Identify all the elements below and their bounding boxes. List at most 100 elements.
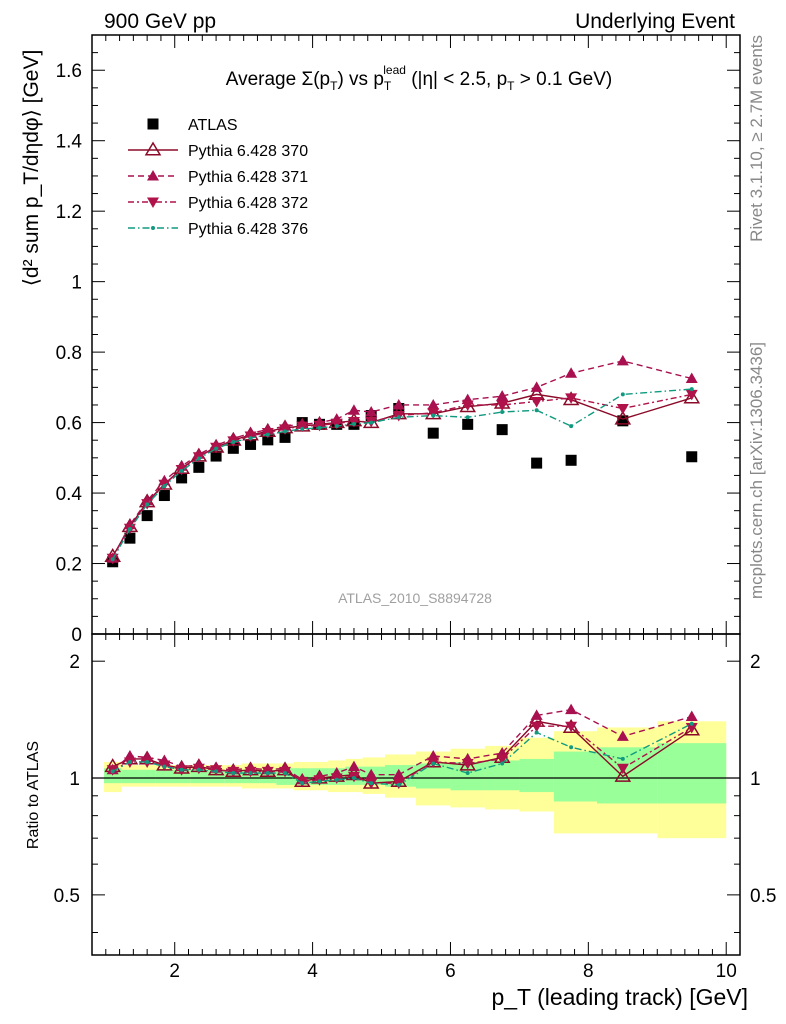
- ratio-point-p376: [265, 771, 270, 776]
- ratio-point-p372: [616, 763, 629, 775]
- y-tick-label-main: 0.4: [56, 484, 83, 505]
- data-point-data: [496, 424, 508, 436]
- data-point-data: [686, 451, 698, 463]
- data-point-p371: [616, 354, 629, 366]
- data-point-p371: [427, 398, 440, 410]
- data-point-p376: [162, 484, 167, 489]
- legend-label-data: ATLAS: [188, 117, 238, 134]
- y-tick-label-main: 0: [71, 625, 82, 646]
- data-point-p376: [569, 424, 574, 429]
- data-point-p376: [500, 410, 505, 415]
- y-tick-label-ratio: 0.5: [54, 886, 80, 907]
- legend-label-p370: Pythia 6.428 370: [188, 143, 308, 160]
- data-point-p376: [145, 502, 150, 507]
- ratio-point-p376: [431, 761, 436, 766]
- data-point-data: [158, 490, 170, 502]
- data-point-p376: [465, 415, 470, 420]
- data-point-p376: [248, 436, 253, 441]
- legend-marker-p371: [147, 170, 159, 181]
- data-point-data: [245, 438, 257, 450]
- data-point-p376: [534, 408, 539, 413]
- ratio-point-p376: [351, 776, 356, 781]
- title-mid: ) vs p: [337, 69, 383, 90]
- ratio-point-p372: [461, 759, 474, 770]
- data-point-p372: [330, 418, 343, 430]
- legend-marker-p376: [151, 226, 155, 230]
- data-point-p376: [396, 415, 401, 420]
- legend-label-p372: Pythia 6.428 372: [188, 195, 308, 212]
- data-point-p372: [565, 393, 578, 404]
- data-point-data: [227, 442, 239, 454]
- data-point-data: [141, 510, 153, 522]
- data-point-p376: [620, 392, 625, 397]
- series-line-ratio-p376: [112, 723, 693, 786]
- ratio-point-p371: [347, 760, 360, 772]
- ratio-point-p376: [465, 771, 470, 776]
- data-point-data: [210, 450, 222, 462]
- ratio-point-p376: [179, 767, 184, 772]
- data-point-p376: [300, 426, 305, 431]
- legend-marker-p370: [144, 141, 162, 156]
- y-tick-label-ratio: 1: [69, 769, 80, 790]
- ratio-band-inner-bin: [121, 769, 139, 784]
- data-point-p371: [565, 367, 578, 378]
- ratio-point-p370: [683, 721, 701, 736]
- data-point-data: [565, 454, 577, 466]
- legend-marker-p372: [147, 197, 159, 208]
- header-left: 900 GeV pp: [104, 10, 216, 33]
- ratio-band-inner-bin: [519, 758, 554, 793]
- data-point-p372: [427, 408, 440, 419]
- ratio-point-p376: [369, 781, 374, 786]
- title-suffix: (|η| < 2.5, p: [406, 69, 507, 90]
- ratio-point-p371: [530, 709, 543, 720]
- ratio-band-inner-bin: [138, 769, 156, 784]
- ratio-point-p376: [283, 771, 288, 776]
- series-line-main-p372: [112, 393, 692, 559]
- title-sup-lead: lead: [383, 63, 406, 77]
- data-point-p376: [127, 526, 132, 531]
- ratio-point-p376: [300, 781, 305, 786]
- chart-title: Average Σ(pT) vs pTlead (|η| < 2.5, pT >…: [226, 63, 612, 93]
- ratio-point-p372: [565, 721, 578, 733]
- data-point-p371: [685, 372, 698, 384]
- legend-label-p376: Pythia 6.428 376: [188, 221, 308, 238]
- x-tick-label: 10: [716, 961, 737, 982]
- ratio-point-p376: [317, 779, 322, 784]
- data-point-p371: [530, 381, 543, 392]
- side-label-mcplots: mcplots.cern.ch [arXiv:1306.3436]: [747, 342, 766, 599]
- data-point-p376: [351, 421, 356, 426]
- ratio-point-p372: [530, 721, 543, 733]
- ratio-band-inner-bin: [553, 751, 597, 802]
- ratio-point-p371: [365, 768, 378, 780]
- ratio-point-p371: [685, 710, 698, 722]
- ratio-point-p372: [685, 722, 698, 734]
- data-point-p376: [431, 413, 436, 418]
- data-point-data: [462, 418, 474, 430]
- data-point-p371: [496, 390, 509, 401]
- title-suffix-end: > 0.1 GeV): [515, 69, 613, 90]
- data-point-p376: [334, 424, 339, 429]
- y-tick-label-main: 0.2: [56, 555, 82, 576]
- data-point-p376: [369, 420, 374, 425]
- title-sub-t: T: [330, 79, 338, 93]
- data-point-p372: [616, 403, 629, 415]
- data-point-p376: [179, 468, 184, 473]
- ratio-point-p376: [689, 721, 694, 726]
- data-point-p372: [530, 396, 543, 408]
- data-point-data: [193, 461, 205, 473]
- y-axis-label-ratio: Ratio to ATLAS: [25, 741, 42, 849]
- ratio-point-p376: [214, 769, 219, 774]
- data-point-data: [279, 431, 291, 443]
- data-point-data: [262, 434, 274, 446]
- ratio-point-p376: [334, 777, 339, 782]
- data-point-p376: [231, 439, 236, 444]
- x-tick-label: 6: [445, 961, 456, 982]
- data-point-p372: [685, 389, 698, 401]
- data-point-p376: [689, 387, 694, 392]
- series-layer: [104, 354, 701, 790]
- ratio-uncertainty-bands: [104, 721, 727, 839]
- ratio-point-p372: [496, 754, 509, 765]
- x-axis-label: p_T (leading track) [GeV]: [491, 984, 748, 1010]
- side-label-rivet: Rivet 3.1.10, ≥ 2.7M events: [747, 35, 766, 242]
- series-line-main-p370: [112, 393, 692, 557]
